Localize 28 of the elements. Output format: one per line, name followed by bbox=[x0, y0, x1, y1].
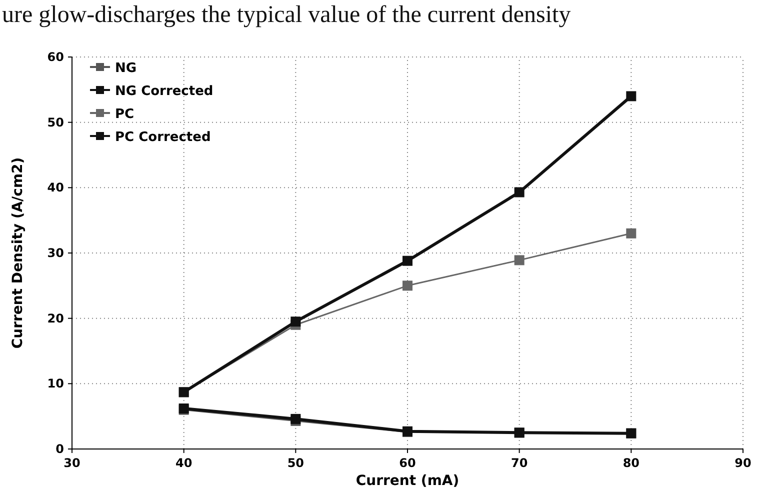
x-tick-label: 50 bbox=[287, 456, 304, 470]
x-tick-label: 70 bbox=[510, 456, 528, 470]
y-tick-label: 60 bbox=[47, 50, 64, 64]
y-tick-label: 0 bbox=[56, 442, 64, 456]
y-axis-title: Current Density (A/cm2) bbox=[10, 157, 26, 349]
legend-label: PC Corrected bbox=[115, 130, 211, 145]
y-tick-label: 10 bbox=[47, 376, 64, 391]
x-tick-label: 40 bbox=[175, 456, 192, 470]
text: ure glow-discharges the typical value of the current density bbox=[2, 2, 571, 28]
y-tick-label: 40 bbox=[47, 180, 64, 195]
point bbox=[514, 187, 524, 198]
y-tick-label: 30 bbox=[47, 246, 64, 260]
point bbox=[402, 280, 412, 291]
point bbox=[626, 91, 636, 102]
x-tick-label: 90 bbox=[734, 456, 752, 470]
point bbox=[290, 316, 301, 327]
y-tick-label: 50 bbox=[47, 115, 64, 130]
legend-label: NG bbox=[115, 61, 137, 76]
x-tick-label: 30 bbox=[64, 456, 80, 470]
legend-label: NG Corrected bbox=[115, 84, 214, 99]
x-tick-label: 60 bbox=[399, 456, 416, 470]
point bbox=[514, 255, 524, 266]
point bbox=[402, 256, 412, 266]
y-tick-label: 20 bbox=[47, 311, 64, 326]
legend-label: PC bbox=[115, 107, 134, 122]
x-axis-title: Current (mA) bbox=[356, 473, 460, 489]
x-tick-label: 80 bbox=[622, 456, 640, 470]
point bbox=[626, 228, 636, 238]
